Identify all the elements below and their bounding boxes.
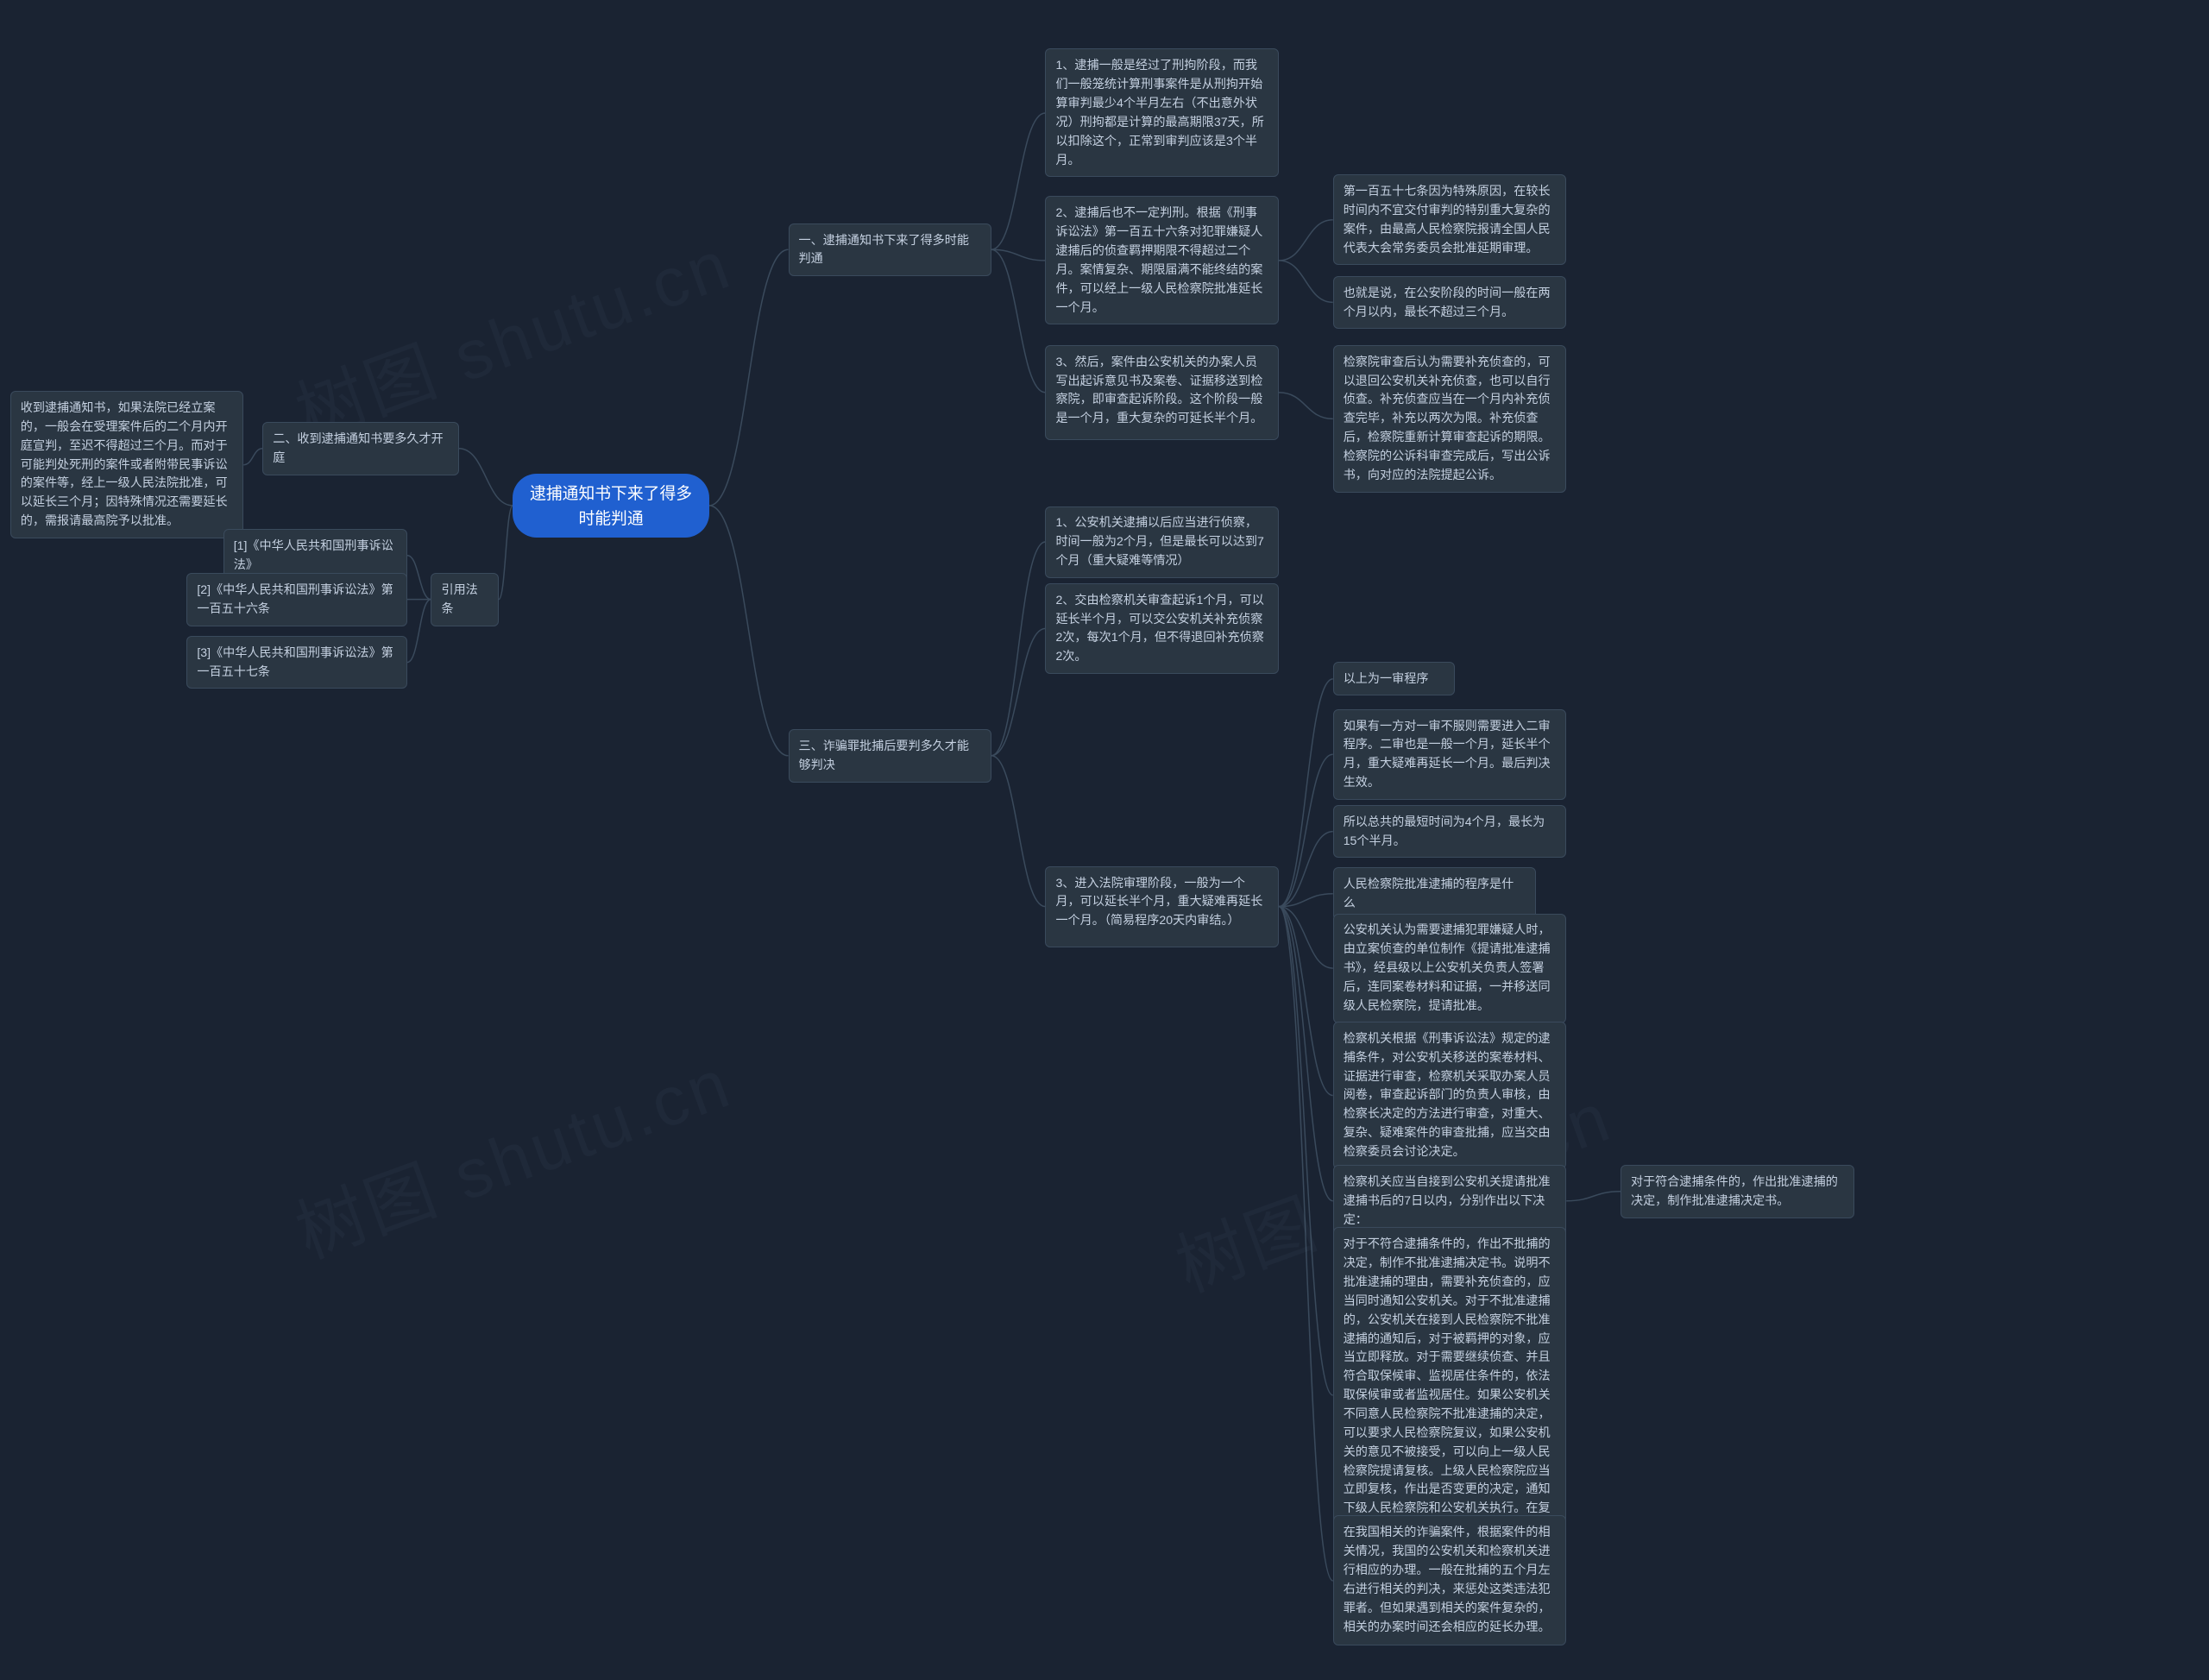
node-s3a: 1、公安机关逮捕以后应当进行侦察，时间一般为2个月，但是最长可以达到7个月（重大… xyxy=(1045,507,1279,578)
link-s2-s2a xyxy=(243,449,262,465)
link-s3-s3a xyxy=(991,542,1046,756)
node-s1c: 3、然后，案件由公安机关的办案人员写出起诉意见书及案卷、证据移送到检察院，即审查… xyxy=(1045,345,1279,440)
node-s1c1: 检察院审查后认为需要补充侦查的，可以退回公安机关补充侦查，也可以自行侦查。补充侦… xyxy=(1333,345,1567,493)
link-root-s2 xyxy=(459,449,513,506)
link-yf-yf1 xyxy=(407,556,431,600)
node-s3: 三、诈骗罪批捕后要判多久才能够判决 xyxy=(789,729,991,782)
watermark: 树图 shutu.cn xyxy=(280,1028,743,1278)
node-c8: 对于不符合逮捕条件的，作出不批捕的决定，制作不批准逮捕决定书。说明不批准逮捕的理… xyxy=(1333,1227,1567,1563)
link-s3c-c9 xyxy=(1279,907,1333,1581)
node-c6: 检察机关根据《刑事诉讼法》规定的逮捕条件，对公安机关移送的案卷材料、证据进行审查… xyxy=(1333,1022,1567,1169)
link-s1-s1c xyxy=(991,249,1046,393)
node-c3: 所以总共的最短时间为4个月，最长为15个半月。 xyxy=(1333,805,1567,858)
link-root-s1 xyxy=(709,249,789,506)
link-s1-s1b xyxy=(991,249,1046,261)
node-s1: 一、逮捕通知书下来了得多时能判通 xyxy=(789,223,991,276)
link-s1c-s1c1 xyxy=(1279,393,1333,419)
node-c7: 检察机关应当自接到公安机关提请批准逮捕书后的7日以内，分别作出以下决定： xyxy=(1333,1165,1567,1236)
link-root-yf xyxy=(499,506,513,600)
link-c7-c7a xyxy=(1566,1192,1621,1201)
node-s1b1: 第一百五十七条因为特殊原因，在较长时间内不宜交付审判的特别重大复杂的案件，由最高… xyxy=(1333,174,1567,265)
node-c2: 如果有一方对一审不服则需要进入二审程序。二审也是一般一个月，延长半个月，重大疑难… xyxy=(1333,709,1567,800)
link-s1-s1a xyxy=(991,113,1046,249)
link-s3-s3c xyxy=(991,756,1046,907)
node-c9: 在我国相关的诈骗案件，根据案件的相关情况，我国的公安机关和检察机关进行相应的办理… xyxy=(1333,1515,1567,1645)
link-s3c-c1 xyxy=(1279,679,1333,907)
link-s3-s3b xyxy=(991,628,1046,755)
link-s3c-c3 xyxy=(1279,832,1333,907)
root-node: 逮捕通知书下来了得多时能判通 xyxy=(513,474,708,538)
node-c4: 人民检察院批准逮捕的程序是什么 xyxy=(1333,867,1536,920)
link-s3c-c4 xyxy=(1279,894,1333,907)
node-s2a: 收到逮捕通知书，如果法院已经立案的，一般会在受理案件后的二个月内开庭宣判，至迟不… xyxy=(10,391,244,538)
node-yf3: [3]《中华人民共和国刑事诉讼法》第一百五十七条 xyxy=(186,636,407,689)
node-yf2: [2]《中华人民共和国刑事诉讼法》第一百五十六条 xyxy=(186,573,407,626)
node-s1b: 2、逮捕后也不一定判刑。根据《刑事诉讼法》第一百五十六条对犯罪嫌疑人逮捕后的侦查… xyxy=(1045,196,1279,324)
node-c7a: 对于符合逮捕条件的，作出批准逮捕的决定，制作批准逮捕决定书。 xyxy=(1621,1165,1854,1218)
link-s3c-c6 xyxy=(1279,907,1333,1096)
node-c5: 公安机关认为需要逮捕犯罪嫌疑人时，由立案侦查的单位制作《提请批准逮捕书》，经县级… xyxy=(1333,914,1567,1023)
link-s3c-c7 xyxy=(1279,907,1333,1201)
node-s3b: 2、交由检察机关审查起诉1个月，可以延长半个月，可以交公安机关补充侦察2次，每次… xyxy=(1045,583,1279,674)
node-s1b2: 也就是说，在公安阶段的时间一般在两个月以内，最长不超过三个月。 xyxy=(1333,276,1567,329)
link-s1b-s1b2 xyxy=(1279,261,1333,303)
node-c1: 以上为一审程序 xyxy=(1333,662,1455,696)
link-root-s3 xyxy=(709,506,789,756)
node-yf: 引用法条 xyxy=(431,573,498,626)
link-yf-yf3 xyxy=(407,600,431,663)
link-s3c-c5 xyxy=(1279,907,1333,968)
node-s2: 二、收到逮捕通知书要多久才开庭 xyxy=(262,422,458,475)
node-s1a: 1、逮捕一般是经过了刑拘阶段，而我们一般笼统计算刑事案件是从刑拘开始算审判最少4… xyxy=(1045,48,1279,177)
node-s3c: 3、进入法院审理阶段，一般为一个月，可以延长半个月，重大疑难再延长一个月。（简易… xyxy=(1045,866,1279,947)
link-s3c-c2 xyxy=(1279,754,1333,906)
link-s3c-c8 xyxy=(1279,907,1333,1395)
link-s1b-s1b1 xyxy=(1279,220,1333,261)
